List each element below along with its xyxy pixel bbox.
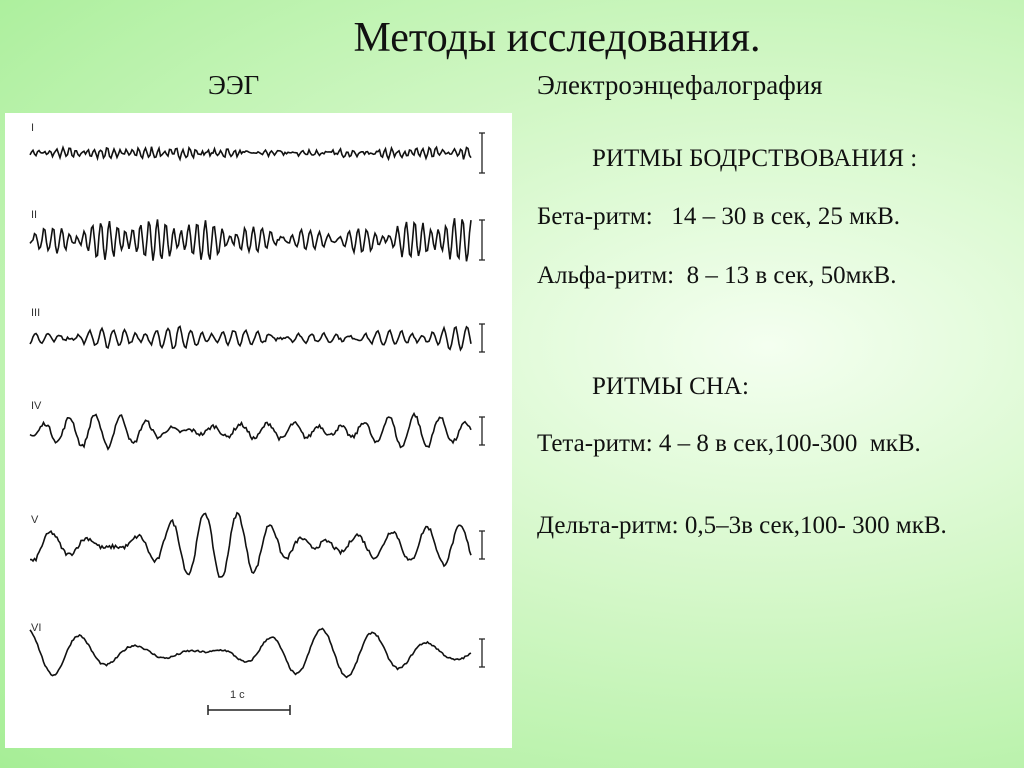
trace-label: I [31,122,34,134]
eeg-trace [30,511,472,578]
slide-title: Методы исследования. [353,15,761,61]
trace-label: II [31,209,37,221]
calibration-bar [479,219,485,261]
rhythm-item: Тета-ритм: 4 – 8 в сек,100-300 мкВ. [537,430,921,457]
calibration-bar [479,530,485,560]
calibration-bar [479,132,485,174]
trace-label: IV [31,400,42,412]
rhythm-item: Альфа-ритм: 8 – 13 в сек, 50мкВ. [537,262,897,289]
time-scale-bar [207,705,291,715]
trace-label: VI [31,622,41,634]
trace-label: V [31,514,39,526]
rhythm-item: Дельта-ритм: 0,5–3в сек,100- 300 мкВ. [537,512,947,539]
calibration-bar [479,416,485,446]
left-heading: ЭЭГ [208,70,260,100]
calibration-bar [479,323,485,353]
eeg-trace [29,218,472,262]
eeg-trace [29,411,472,451]
time-scale-label: 1 с [230,689,245,701]
eeg-trace [29,325,472,352]
trace-label: III [31,307,40,319]
section-heading: РИТМЫ БОДРСТВОВАНИЯ : [592,145,918,172]
eeg-figure: I II III IV V VI 1 с [5,113,512,748]
calibration-bar [479,638,485,668]
right-heading: Электроэнцефалография [537,70,823,100]
eeg-trace [29,627,472,679]
rhythm-item: Бета-ритм: 14 – 30 в сек, 25 мкВ. [537,203,901,230]
section-heading: РИТМЫ СНА: [592,373,749,400]
eeg-trace [29,145,472,162]
